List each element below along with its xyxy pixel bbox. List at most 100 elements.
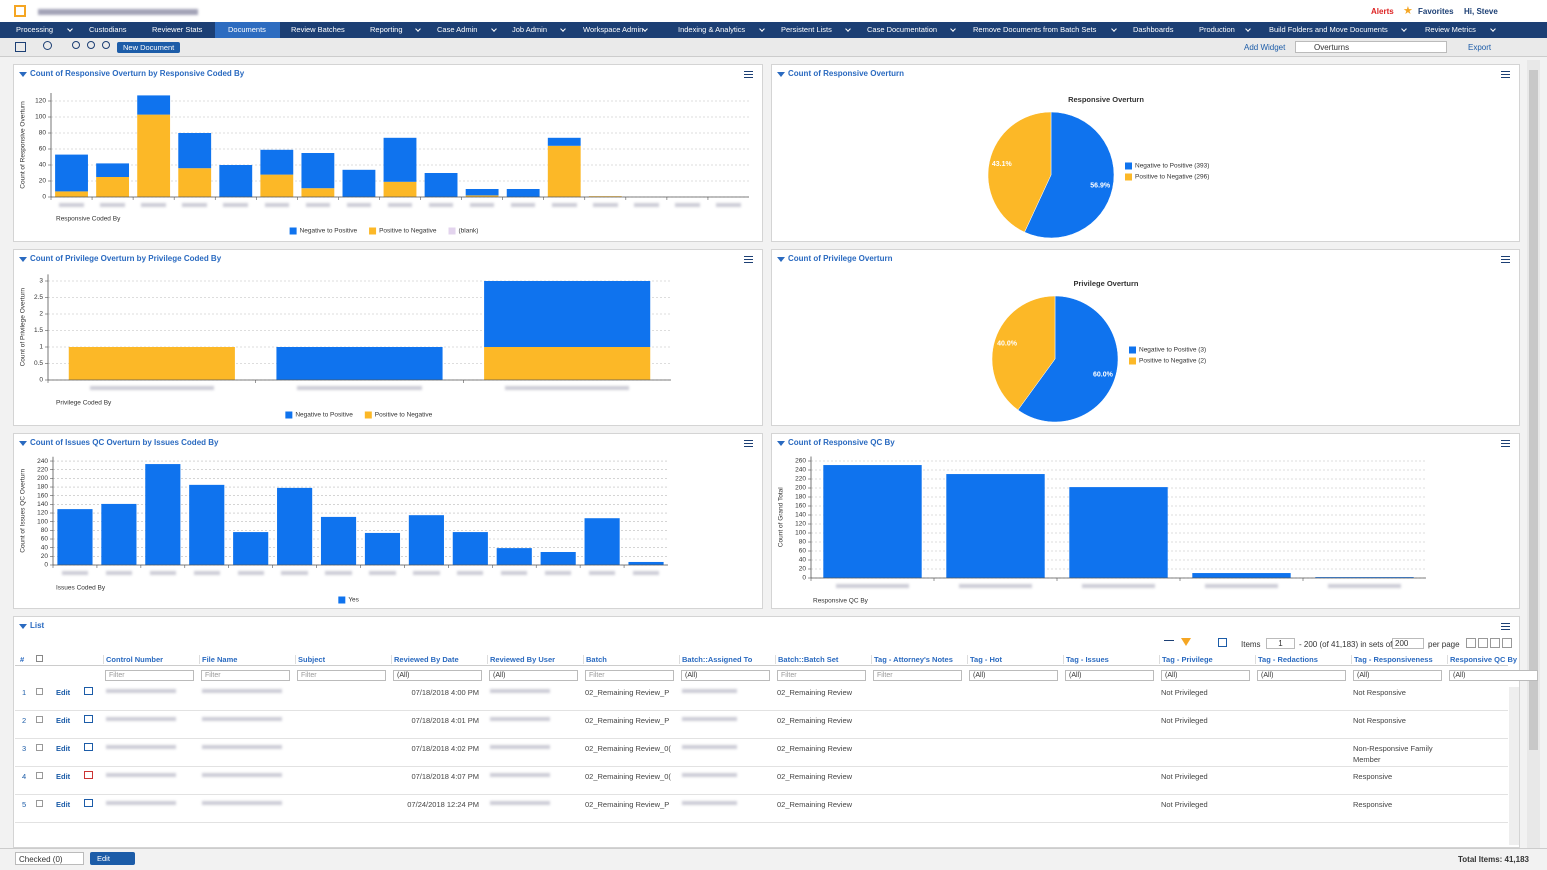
panel-icon[interactable] (15, 42, 26, 52)
widget-menu[interactable] (744, 71, 753, 78)
widget-menu[interactable] (744, 440, 753, 447)
column-filter[interactable]: (All) (393, 670, 482, 681)
filter-icon[interactable] (1181, 638, 1191, 646)
nav-tab[interactable]: Remove Documents from Batch Sets (973, 25, 1097, 34)
search-icon[interactable] (87, 41, 95, 49)
row-checkbox[interactable] (36, 716, 43, 723)
column-filter[interactable]: Filter (297, 670, 386, 681)
nav-tab[interactable]: Case Documentation (867, 25, 938, 34)
scroll-thumb[interactable] (1529, 70, 1538, 750)
nav-tab[interactable]: Custodians (89, 25, 127, 34)
nav-tab[interactable]: Indexing & Analytics (678, 25, 746, 34)
page-start[interactable]: 1 (1266, 638, 1295, 649)
column-header[interactable]: Tag - Responsiveness (1351, 655, 1445, 664)
column-header[interactable]: Tag - Hot (967, 655, 1061, 664)
column-resize-icon[interactable] (1164, 640, 1174, 641)
row-checkbox[interactable] (36, 688, 43, 695)
column-header[interactable]: Subject (295, 655, 389, 664)
grid-icon[interactable] (1218, 638, 1227, 647)
nav-tab[interactable]: Case Admin (437, 25, 478, 34)
row-checkbox[interactable] (36, 800, 43, 807)
user-menu[interactable]: Hi, Steve (1464, 7, 1498, 16)
nav-tab[interactable]: Reporting (370, 25, 403, 34)
widget-menu[interactable] (1501, 71, 1510, 78)
column-header[interactable]: Tag - Privilege (1159, 655, 1253, 664)
page-size[interactable]: 200 (1392, 638, 1424, 649)
search-icon[interactable] (72, 41, 80, 49)
nav-tab[interactable]: Dashboards (1133, 25, 1174, 34)
widget-menu[interactable] (1501, 256, 1510, 263)
column-header[interactable]: Batch::Batch Set (775, 655, 869, 664)
column-header[interactable]: File Name (199, 655, 293, 664)
nav-tab[interactable]: Reviewer Stats (152, 25, 203, 34)
nav-tab[interactable]: Persistent Lists (781, 25, 832, 34)
legend-entry: Positive to Negative (375, 412, 433, 419)
nav-tab[interactable]: Workspace Admin (583, 25, 644, 34)
pager-button[interactable] (1502, 638, 1512, 648)
nav-tab[interactable]: Processing (16, 25, 54, 34)
column-filter[interactable]: Filter (105, 670, 194, 681)
search-icon[interactable] (43, 41, 52, 50)
column-filter[interactable]: (All) (1065, 670, 1154, 681)
add-widget[interactable]: Add Widget (1244, 43, 1286, 52)
column-filter[interactable]: (All) (681, 670, 770, 681)
nav-tab[interactable]: Job Admin (512, 25, 548, 34)
column-header[interactable]: # (20, 655, 25, 664)
collapse-icon[interactable] (19, 72, 27, 77)
favorites[interactable]: Favorites (1418, 7, 1454, 16)
column-header[interactable]: Batch (583, 655, 677, 664)
column-header[interactable]: Batch::Assigned To (679, 655, 773, 664)
edit-link[interactable]: Edit (56, 744, 71, 753)
column-filter[interactable]: Filter (873, 670, 962, 681)
column-header[interactable]: Control Number (103, 655, 197, 664)
nav-tab[interactable]: Build Folders and Move Documents (1269, 25, 1388, 34)
column-header[interactable]: Reviewed By Date (391, 655, 485, 664)
list-scrollbar[interactable] (1509, 687, 1519, 845)
checked-select[interactable]: Checked (0) (15, 852, 84, 865)
page-scrollbar[interactable] (1527, 60, 1540, 848)
column-filter[interactable]: (All) (1353, 670, 1442, 681)
collapse-icon[interactable] (19, 441, 27, 446)
collapse-icon[interactable] (777, 257, 785, 262)
edit-link[interactable]: Edit (56, 772, 71, 781)
column-filter[interactable]: Filter (201, 670, 290, 681)
new-document-button[interactable]: New Document (117, 42, 181, 53)
edit-link[interactable]: Edit (56, 716, 71, 725)
column-header[interactable]: Tag - Issues (1063, 655, 1157, 664)
column-filter[interactable]: (All) (1449, 670, 1538, 681)
column-filter[interactable]: Filter (777, 670, 866, 681)
export[interactable]: Export (1468, 43, 1492, 52)
nav-tab[interactable]: Review Batches (291, 25, 345, 34)
redacted-cell (682, 689, 737, 693)
collapse-icon[interactable] (19, 257, 27, 262)
bar (342, 169, 376, 197)
pager-button[interactable] (1490, 638, 1500, 648)
edit-link[interactable]: Edit (56, 688, 71, 697)
pager-button[interactable] (1466, 638, 1476, 648)
column-header[interactable]: Tag - Attorney's Notes (871, 655, 965, 664)
column-filter[interactable]: (All) (969, 670, 1058, 681)
column-header[interactable]: Tag - Redactions (1255, 655, 1349, 664)
mass-edit-button[interactable]: Edit (90, 852, 135, 865)
pager-button[interactable] (1478, 638, 1488, 648)
row-checkbox[interactable] (36, 744, 43, 751)
column-filter[interactable]: (All) (1161, 670, 1250, 681)
nav-tab[interactable]: Documents (215, 22, 280, 38)
row-checkbox[interactable] (36, 772, 43, 779)
dashboard-select[interactable]: Overturns (1295, 41, 1447, 53)
collapse-icon[interactable] (777, 441, 785, 446)
edit-link[interactable]: Edit (56, 800, 71, 809)
column-filter[interactable]: (All) (489, 670, 578, 681)
column-header[interactable]: Reviewed By User (487, 655, 581, 664)
nav-tab[interactable]: Review Metrics (1425, 25, 1476, 34)
nav-tab[interactable]: Production (1199, 25, 1235, 34)
chart-subtitle: Privilege Overturn (1073, 279, 1138, 288)
column-filter[interactable]: Filter (585, 670, 674, 681)
alerts[interactable]: Alerts (1371, 7, 1394, 16)
widget-menu[interactable] (744, 256, 753, 263)
collapse-icon[interactable] (777, 72, 785, 77)
search-icon[interactable] (102, 41, 110, 49)
widget-menu[interactable] (1501, 440, 1510, 447)
column-filter[interactable]: (All) (1257, 670, 1346, 681)
column-header[interactable]: Responsive QC By (1447, 655, 1541, 664)
